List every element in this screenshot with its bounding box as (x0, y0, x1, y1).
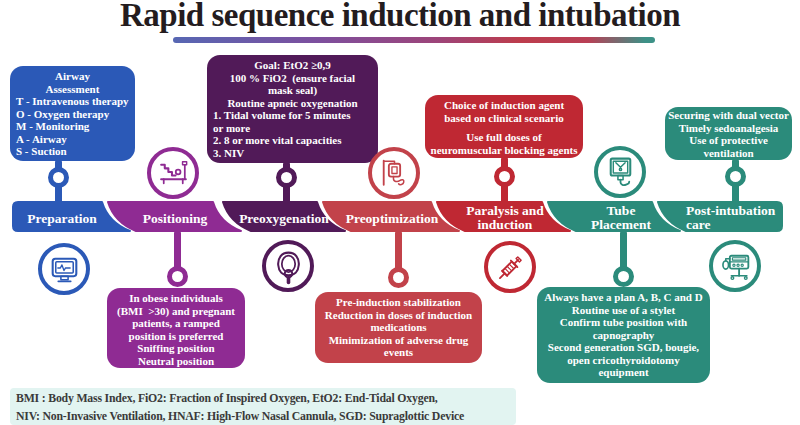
syringe-icon (492, 249, 529, 286)
note-tube-placement: Always have a plan A, B, C and DRoutine … (537, 287, 710, 383)
note-text: Pre-induction stabilizationReduction in … (318, 296, 479, 359)
ventilator-icon (717, 248, 754, 285)
stage-label-preparation: Preparation (27, 211, 97, 226)
positioning-icon-circle (147, 147, 199, 199)
post-intubation-icon-circle (709, 240, 761, 292)
stage-label-post-intubation: Post-intubationcare (686, 204, 775, 232)
connector-dot-positioning (167, 266, 188, 287)
note-text: Securing with dual vectorTimely sedoanal… (668, 109, 789, 159)
footnote-line2: NIV: Non-Invasive Ventilation, HNAF: Hig… (16, 408, 516, 425)
stage-label-positioning: Positioning (143, 211, 208, 226)
connector-dot-tube-placement (613, 266, 634, 287)
connector-dot-preoptimization (388, 267, 409, 288)
title-underline-gradient (173, 37, 655, 43)
video-laryngoscope-icon (602, 154, 639, 191)
preparation-icon-circle (38, 243, 90, 295)
connector-dot-paralysis (494, 166, 515, 187)
note-positioning: In obese individuals(BMI >30) and pregna… (107, 288, 245, 368)
note-post-intubation: Securing with dual vectorTimely sedoanal… (665, 107, 792, 160)
page-title: Rapid sequence induction and intubation (0, 0, 800, 34)
stage-label-preoptimization: Preoptimization (346, 211, 439, 226)
connector-dot-post-intubation (725, 166, 746, 187)
footnote-line1: BMI : Body Mass Index, FiO2: Fraction of… (16, 390, 516, 408)
connector-dot-preparation (48, 167, 69, 188)
note-text: 1. Tidal volume for 5 minutesor more2. 8… (210, 109, 375, 159)
infographic: Rapid sequence induction and intubation … (0, 0, 800, 425)
stage-label-preoxygenation: Preoxygenation (239, 211, 329, 226)
note-preoptimization: Pre-induction stabilizationReduction in … (315, 292, 482, 363)
monitor-icon (46, 251, 83, 288)
note-paralysis: Choice of induction agentbased on clinic… (425, 95, 583, 158)
abbreviations-footnote: BMI : Body Mass Index, FiO2: Fraction of… (10, 388, 516, 425)
tube-placement-icon-circle (594, 146, 646, 198)
connector-dot-preoxygenation (276, 167, 297, 188)
note-text: Goal: EtO2 ≥0,9100 % FiO2 (ensure facial… (210, 59, 375, 109)
note-text: T - Intravenous therapyO - Oxygen therap… (13, 95, 132, 158)
note-preoxygenation: Goal: EtO2 ≥0,9100 % FiO2 (ensure facial… (207, 55, 378, 163)
note-text: Choice of induction agentbased on clinic… (428, 99, 580, 156)
ramped-bed-icon (155, 155, 192, 192)
stage-label-paralysis: Paralysis andinduction (466, 204, 544, 232)
note-text: Always have a plan A, B, C and DRoutine … (540, 291, 707, 379)
note-text: In obese individuals(BMI >30) and pregna… (110, 292, 242, 367)
note-preparation: AirwayAssessment T - Intravenous therapy… (10, 66, 135, 161)
stage-label-tube-placement: TubePlacement (591, 204, 651, 232)
oxygen-mask-icon (270, 248, 307, 285)
note-text: AirwayAssessment (13, 70, 132, 95)
paralysis-icon-circle (484, 241, 536, 293)
preoxygenation-icon-circle (262, 240, 314, 292)
iv-bag-icon (376, 155, 413, 192)
preoptimization-icon-circle (368, 147, 420, 199)
